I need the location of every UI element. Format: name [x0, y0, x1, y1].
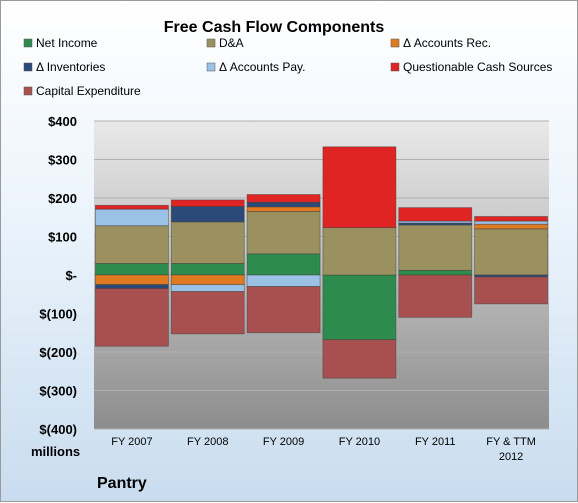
bar-d-a-fy-ttm-2012	[474, 228, 548, 276]
legend-label-d-a: D&A	[219, 36, 244, 50]
legend-swatch-inventories	[23, 62, 33, 72]
bar-d-a-fy-2008	[170, 221, 245, 264]
bar-net-income-fy-2009	[246, 253, 321, 276]
y-tick-label: $200	[48, 191, 77, 206]
bar-net-income-fy-2010	[322, 274, 397, 341]
y-tick-label: $(100)	[39, 307, 77, 322]
bar-accounts-pay-fy-ttm-2012	[474, 220, 548, 225]
y-tick-label: $(400)	[39, 422, 77, 437]
bar-questionable-cash-sources-fy-2007	[95, 204, 169, 210]
legend-swatch-net-income	[23, 38, 33, 48]
x-tick-label: FY 2010	[339, 436, 380, 448]
bar-d-a-fy-2007	[95, 225, 169, 264]
x-tick-label: FY 2011	[415, 436, 456, 448]
bar-capital-expenditure-fy-2009	[246, 286, 321, 334]
bar-capital-expenditure-fy-ttm-2012	[474, 276, 548, 305]
x-tick-label: FY 2007	[111, 436, 152, 448]
y-tick-label: $100	[48, 230, 77, 245]
y-axis: $400 $300 $200 $100 $- $(100) $(200) $(300) $(40…	[39, 114, 77, 437]
bar-questionable-cash-sources-fy-2008	[170, 199, 245, 207]
bar-questionable-cash-sources-fy-2010	[322, 146, 397, 229]
x-axis: FY 2007 FY 2008 FY 2009 FY 2010 FY 2011 FY & …	[111, 436, 536, 463]
bar-accounts-pay-fy-2008	[170, 284, 245, 292]
gridlines	[94, 120, 549, 430]
bar-inventories-fy-2007	[95, 284, 169, 289]
bar-d-a-fy-2010	[322, 227, 397, 276]
bar-capital-expenditure-fy-2007	[95, 288, 169, 347]
legend-swatch-d-a	[206, 38, 216, 48]
x-tick-label: FY & TTM 2012	[486, 436, 536, 463]
legend-swatch-questionable-cash-sources	[390, 62, 400, 72]
bar-inventories-fy-2008	[170, 206, 245, 223]
bar-questionable-cash-sources-fy-2011	[398, 207, 473, 222]
bar-capital-expenditure-fy-2011	[398, 274, 473, 318]
y-tick-label: $300	[48, 153, 77, 168]
bar-accounts-rec-fy-2008	[170, 274, 245, 286]
units-label: millions	[31, 444, 80, 459]
legend-label-net-income: Net Income	[36, 36, 98, 50]
bar-inventories-fy-2009	[246, 201, 321, 208]
legend-label-accounts-rec: Δ Accounts Rec.	[403, 36, 491, 50]
legend-label-accounts-pay: Δ Accounts Pay.	[219, 60, 306, 74]
legend-swatch-accounts-pay	[206, 62, 216, 72]
legend-label-capital-expenditure: Capital Expenditure	[36, 84, 141, 98]
bar-accounts-rec-fy-ttm-2012	[474, 223, 548, 230]
bar-accounts-rec-fy-2009	[246, 206, 321, 212]
bar-d-a-fy-2009	[246, 211, 321, 255]
bars	[95, 146, 548, 379]
x-tick-label: FY 2008	[187, 436, 228, 448]
bar-accounts-pay-fy-2009	[246, 274, 321, 287]
y-tick-label: $(300)	[39, 384, 77, 399]
bar-accounts-rec-fy-2007	[95, 274, 169, 286]
legend: Net Income D&A Δ Accounts Rec. Δ Inventorie…	[23, 36, 552, 98]
company-label: Pantry	[97, 475, 147, 492]
bar-capital-expenditure-fy-2010	[322, 339, 397, 379]
bar-d-a-fy-2011	[398, 224, 473, 271]
bar-questionable-cash-sources-fy-2009	[246, 194, 321, 203]
y-tick-label: $-	[65, 268, 77, 283]
legend-label-questionable-cash-sources: Questionable Cash Sources	[403, 60, 552, 74]
y-tick-label: $(200)	[39, 345, 77, 360]
bar-questionable-cash-sources-fy-ttm-2012	[474, 216, 548, 222]
legend-swatch-accounts-rec	[390, 38, 400, 48]
bar-net-income-fy-2008	[170, 263, 245, 276]
bar-net-income-fy-2011	[398, 269, 473, 276]
legend-label-inventories: Δ Inventories	[36, 60, 105, 74]
x-tick-label: FY 2009	[263, 436, 304, 448]
legend-swatch-capital-expenditure	[23, 86, 33, 96]
bar-capital-expenditure-fy-2008	[170, 291, 245, 335]
chart-title: Free Cash Flow Components	[164, 19, 385, 36]
bar-net-income-fy-2007	[95, 263, 169, 276]
bar-accounts-pay-fy-2007	[95, 208, 169, 227]
y-tick-label: $400	[48, 114, 77, 129]
